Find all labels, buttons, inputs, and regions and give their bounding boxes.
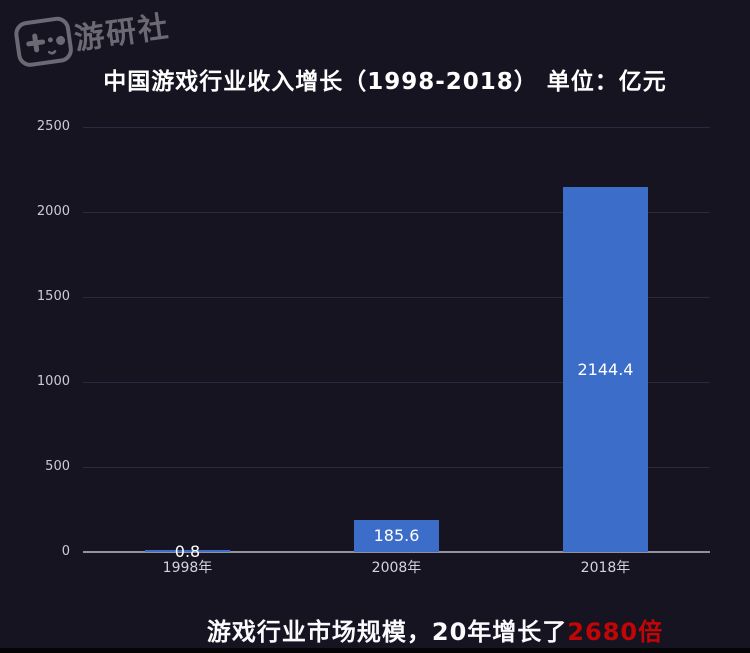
bar-value-label: 0.8 [174,541,201,561]
bar-2018年 [563,187,648,552]
gridline [83,381,710,383]
gridline [83,211,710,213]
bar-2008年 [354,520,439,552]
y-axis-tick-label: 2000 [36,204,70,219]
y-axis-tick-label: 2500 [36,119,70,134]
x-axis-tick-label: 2008年 [371,560,422,576]
bar-1998年 [145,550,230,552]
caption-text: 游戏行业市场规模，20年增长了 [206,618,568,646]
gridline [83,296,710,298]
game-controller-icon [11,11,76,71]
caption: 游戏行业市场规模，20年增长了2680倍 [120,612,750,647]
gridline [83,126,710,128]
bar-value-label: 2144.4 [577,359,634,379]
x-axis-line [83,551,710,553]
x-axis-tick-label: 1998年 [162,560,213,576]
y-axis-tick-label: 1500 [36,289,70,304]
y-axis-tick-label: 500 [45,459,70,474]
bottom-strip [0,648,750,653]
gridline [83,466,710,468]
y-axis-tick-label: 0 [61,544,70,559]
caption-highlight: 2680倍 [567,618,664,646]
bar-value-label: 185.6 [373,526,420,546]
site-logo: 游研社 [11,0,173,71]
x-axis-tick-label: 2018年 [580,560,631,576]
chart-title: 中国游戏行业收入增长（1998-2018） 单位：亿元 [103,69,667,95]
y-axis-tick-label: 1000 [36,374,70,389]
